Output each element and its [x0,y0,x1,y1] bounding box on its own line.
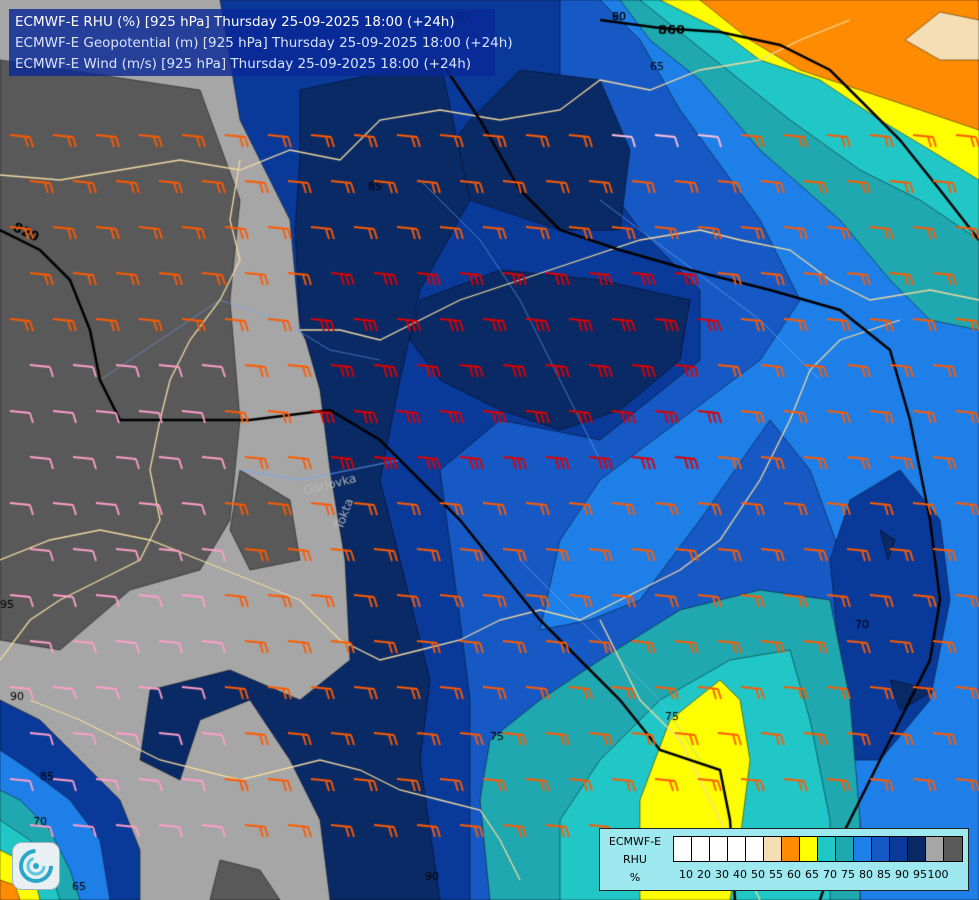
legend-tick: 40 [733,868,747,881]
legend-swatch [818,837,836,861]
legend-swatch [854,837,872,861]
legend-swatch [728,837,746,861]
legend-tick: 75 [841,868,855,881]
legend-tick: 100 [927,868,949,881]
legend-tick: 60 [787,868,801,881]
legend-variable: RHU [623,853,647,866]
rhu-legend: ECMWF-E RHU % 10 20 30 40 50 55 60 65 70 75 80 85 90… [599,828,969,891]
legend-tick: 10 [679,868,693,881]
legend-swatch [908,837,926,861]
legend-swatch [944,837,962,861]
legend-tick: 95 [913,868,927,881]
legend-tick: 30 [715,868,729,881]
title-geopotential: ECMWF-E Geopotential (m) [925 hPa] Thurs… [15,35,513,51]
legend-color-scale [673,836,963,862]
legend-tick: 85 [877,868,891,881]
legend-tick: 80 [859,868,873,881]
title-rhu: ECMWF-E RHU (%) [925 hPa] Thursday 25-09… [15,14,455,30]
legend-tick: 50 [751,868,765,881]
legend-tick: 55 [769,868,783,881]
legend-tick: 65 [805,868,819,881]
legend-swatch [872,837,890,861]
legend-swatch [890,837,908,861]
legend-model: ECMWF-E [608,835,662,848]
title-wind: ECMWF-E Wind (m/s) [925 hPa] Thursday 25… [15,56,472,72]
legend-swatch [800,837,818,861]
legend-swatch [836,837,854,861]
map-title-box: ECMWF-E RHU (%) [925 hPa] Thursday 25-09… [9,9,513,76]
legend-tick: 70 [823,868,837,881]
legend-swatch [674,837,692,861]
legend-swatch [746,837,764,861]
legend-tick: 90 [895,868,909,881]
legend-swatch [926,837,944,861]
legend-swatch [782,837,800,861]
legend-unit: % [629,871,641,884]
legend-tick: 20 [697,868,711,881]
legend-swatch [764,837,782,861]
legend-swatch [710,837,728,861]
swirl-logo-icon [12,842,60,890]
legend-swatch [692,837,710,861]
